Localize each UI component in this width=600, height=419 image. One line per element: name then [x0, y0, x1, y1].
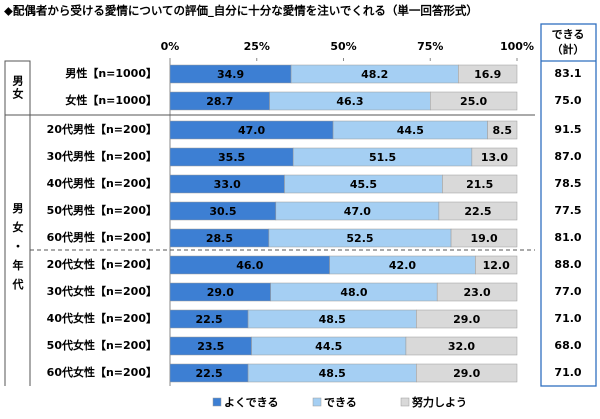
bar-segment: [436, 282, 518, 302]
y-tick-label: 30代男性【n=200】: [47, 149, 157, 163]
value-label: 13.0: [481, 151, 508, 164]
value-label: 28.5: [206, 232, 233, 245]
value-label: 46.0: [236, 259, 263, 272]
bar-segment: [416, 363, 518, 383]
value-label: 23.0: [464, 286, 491, 299]
value-label: 12.0: [483, 259, 510, 272]
value-label: 8.5: [493, 124, 513, 137]
x-tick-label: 25%: [244, 40, 270, 53]
bar-segment: [475, 255, 518, 275]
value-label: 35.5: [218, 151, 245, 164]
total-label: 68.0: [554, 339, 581, 352]
total-label: 78.5: [554, 177, 581, 190]
x-tick-label: 100%: [500, 40, 534, 53]
total-label: 87.0: [554, 150, 581, 163]
value-label: 21.5: [466, 178, 493, 191]
total-label: 91.5: [554, 123, 581, 136]
totals-header: （計）: [552, 42, 585, 56]
y-tick-label: 女性【n=1000】: [65, 93, 157, 107]
x-tick-label: 50%: [330, 40, 356, 53]
total-label: 77.0: [554, 285, 581, 298]
group-label: 男女: [11, 75, 24, 101]
value-label: 32.0: [448, 340, 475, 353]
x-tick-label: 0%: [161, 40, 180, 53]
y-tick-label: 50代女性【n=200】: [47, 338, 157, 352]
total-label: 75.0: [554, 94, 581, 107]
value-label: 25.0: [460, 95, 487, 108]
bar-segment: [487, 120, 518, 140]
value-label: 51.5: [369, 151, 396, 164]
value-label: 34.9: [217, 68, 244, 81]
total-label: 71.0: [554, 312, 581, 325]
legend-swatch: [212, 397, 222, 407]
value-label: 16.9: [474, 68, 501, 81]
value-label: 28.7: [206, 95, 233, 108]
y-tick-label: 30代女性【n=200】: [47, 284, 157, 298]
value-label: 52.5: [346, 232, 373, 245]
value-label: 48.5: [319, 313, 346, 326]
x-tick-label: 75%: [417, 40, 443, 53]
total-label: 88.0: [554, 258, 581, 271]
y-tick-label: 50代男性【n=200】: [47, 203, 157, 217]
value-label: 44.5: [315, 340, 342, 353]
value-label: 22.5: [195, 367, 222, 380]
bar-segment: [405, 336, 518, 356]
bar-segment: [416, 309, 518, 329]
total-label: 77.5: [554, 204, 581, 217]
total-label: 83.1: [554, 67, 581, 80]
value-label: 19.0: [470, 232, 497, 245]
value-label: 22.5: [195, 313, 222, 326]
bar-segment: [442, 174, 518, 194]
legend-label: 努力しよう: [412, 395, 467, 409]
legend-swatch: [400, 397, 410, 407]
value-label: 44.5: [397, 124, 424, 137]
totals-header: できる: [552, 28, 585, 41]
value-label: 29.0: [453, 313, 480, 326]
value-label: 29.0: [453, 367, 480, 380]
value-label: 47.0: [238, 124, 265, 137]
value-label: 48.0: [340, 286, 367, 299]
bar-segment: [458, 64, 518, 84]
value-label: 33.0: [214, 178, 241, 191]
y-tick-label: 60代女性【n=200】: [47, 365, 157, 379]
legend-label: できる: [324, 396, 357, 409]
group-box: [4, 60, 31, 116]
y-tick-label: 20代男性【n=200】: [47, 122, 157, 136]
total-label: 81.0: [554, 231, 581, 244]
total-label: 71.0: [554, 366, 581, 379]
value-label: 42.0: [389, 259, 416, 272]
bar-segment: [438, 201, 518, 221]
totals-box: [540, 23, 597, 387]
group-label: 男女・年代: [11, 202, 25, 297]
value-label: 48.5: [319, 367, 346, 380]
y-tick-label: 男性【n=1000】: [65, 66, 157, 80]
y-tick-label: 40代男性【n=200】: [47, 176, 157, 190]
chart-title: ◆配偶者から受ける愛情についての評価_自分に十分な愛情を注いでくれる（単一回答形…: [4, 4, 478, 19]
value-label: 47.0: [344, 205, 371, 218]
legend-swatch: [312, 397, 322, 407]
value-label: 23.5: [197, 340, 224, 353]
value-label: 46.3: [336, 95, 363, 108]
bar-segment: [450, 228, 518, 248]
value-label: 48.2: [361, 68, 388, 81]
bar-segment: [430, 91, 518, 111]
y-tick-label: 40代女性【n=200】: [47, 311, 157, 325]
bar-segment: [471, 147, 518, 167]
value-label: 30.5: [209, 205, 236, 218]
value-label: 29.0: [207, 286, 234, 299]
y-tick-label: 60代男性【n=200】: [47, 230, 157, 244]
value-label: 22.5: [464, 205, 491, 218]
value-label: 45.5: [350, 178, 377, 191]
legend-label: よくできる: [224, 396, 278, 409]
y-tick-label: 20代女性【n=200】: [47, 257, 157, 271]
